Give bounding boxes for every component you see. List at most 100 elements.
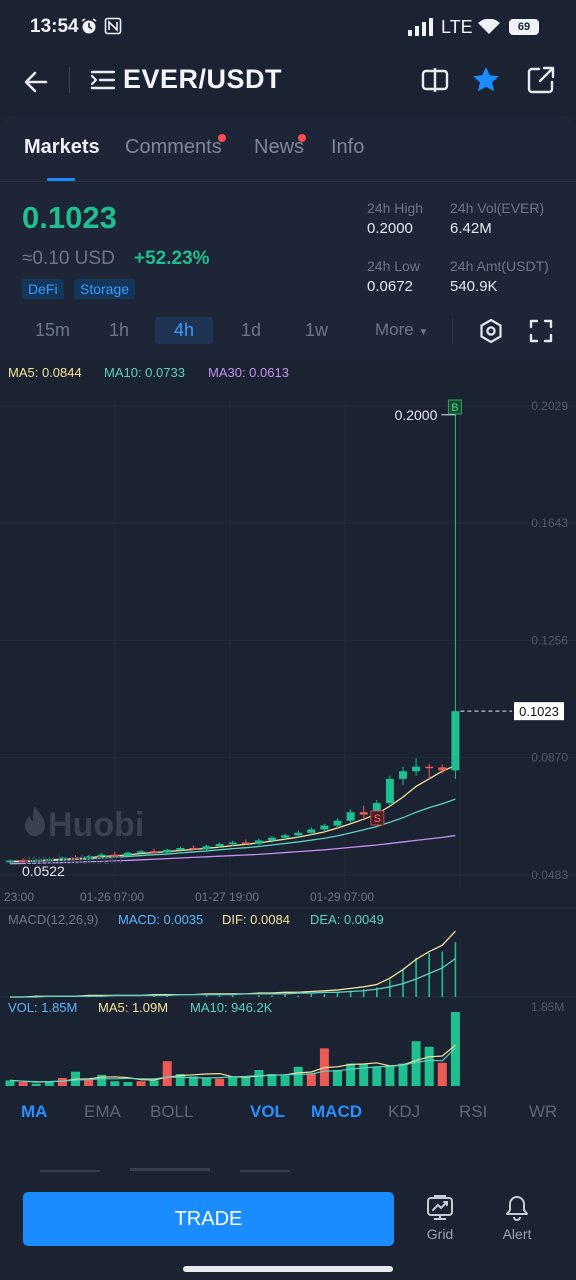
- network-type: LTE: [441, 17, 473, 37]
- indicator-tabs: MA EMA BOLL VOL MACD KDJ RSI WR: [0, 1090, 576, 1134]
- macd-params-legend: MACD(12,26,9): [8, 912, 99, 927]
- interval-divider: [452, 318, 453, 344]
- indicator-macd[interactable]: MACD: [311, 1102, 362, 1121]
- candle-body: [150, 851, 159, 853]
- volume-bar: [359, 1064, 369, 1086]
- candle-body: [71, 857, 80, 860]
- vol-legend: VOL: 1.85M: [8, 1000, 78, 1015]
- indicator-kdj[interactable]: KDJ: [388, 1102, 421, 1121]
- y-tick-label: 0.0483: [531, 868, 568, 882]
- indicator-rsi[interactable]: RSI: [459, 1102, 488, 1121]
- amt-label: 24h Amt(USDT): [450, 258, 549, 274]
- candle-body: [228, 842, 237, 845]
- tag-storage[interactable]: Storage: [74, 279, 136, 299]
- candle-body: [110, 854, 119, 857]
- ma30-line: [9, 834, 456, 865]
- candle-body: [19, 860, 28, 863]
- indicator-ema[interactable]: EMA: [84, 1102, 121, 1121]
- x-tick-label: 01-27 19:00: [195, 890, 259, 904]
- high-value: 0.2000: [367, 220, 413, 237]
- volume-bar: [97, 1074, 107, 1086]
- candle-body: [333, 820, 342, 826]
- wifi-icon: [478, 19, 500, 34]
- volume-bar: [136, 1081, 146, 1086]
- volume-bar: [228, 1076, 238, 1086]
- tab-markets[interactable]: Markets: [24, 136, 100, 158]
- x-tick-label: 23:00: [4, 890, 34, 904]
- vol-axis-max: 1.85M: [531, 1000, 565, 1014]
- volume-bar: [450, 1012, 460, 1086]
- indicator-vol[interactable]: VOL: [250, 1102, 285, 1121]
- x-tick-label: 01-29 07:00: [310, 890, 374, 904]
- interval-15m[interactable]: 15m: [35, 320, 71, 340]
- candle-body: [176, 848, 185, 850]
- alarm-icon: [80, 17, 98, 39]
- candle-body: [359, 812, 368, 815]
- grid-button[interactable]: Grid: [410, 1194, 470, 1242]
- volume-bar: [398, 1063, 408, 1086]
- volume-bar: [57, 1078, 67, 1086]
- vol-value: 6.42M: [450, 220, 492, 237]
- status-bar: 13:54 LTE 69: [0, 0, 576, 56]
- candle-body: [320, 825, 329, 830]
- volume-ma10-line: [9, 1047, 456, 1083]
- alert-label: Alert: [502, 1226, 532, 1242]
- candle-body: [123, 852, 132, 856]
- trade-button[interactable]: TRADE: [23, 1192, 394, 1246]
- candle-body: [438, 767, 447, 771]
- interval-1w[interactable]: 1w: [305, 320, 329, 340]
- menu-list-icon[interactable]: [90, 69, 116, 91]
- volume-bar: [149, 1080, 159, 1086]
- tag-defi[interactable]: DeFi: [22, 279, 64, 299]
- volume-bar: [346, 1063, 356, 1086]
- watermark-url: www.huobi.com: [24, 851, 123, 867]
- faded-content-row: [40, 1168, 290, 1172]
- volume-bar: [175, 1074, 185, 1086]
- sell-marker: [370, 810, 385, 826]
- candle-body: [412, 766, 421, 772]
- more-intervals-button[interactable]: More ▼: [375, 320, 428, 340]
- amt-value: 540.9K: [450, 278, 498, 295]
- sell-marker-label: S: [374, 813, 381, 825]
- macd-value-legend: MACD: 0.0035: [118, 912, 204, 927]
- interval-selector: 15m 1h 4h 1d 1w More ▼: [0, 306, 576, 360]
- back-arrow-icon[interactable]: [20, 66, 52, 98]
- tab-news[interactable]: News: [254, 136, 305, 158]
- volume-bar: [215, 1078, 225, 1086]
- candle-body: [451, 711, 460, 771]
- interval-4h[interactable]: 4h: [174, 320, 195, 340]
- alert-button[interactable]: Alert: [487, 1194, 547, 1242]
- volume-bar: [333, 1070, 342, 1086]
- top-navigation: EVER/USDT: [0, 56, 576, 114]
- volume-bar: [411, 1041, 421, 1086]
- nfc-icon: [104, 17, 122, 39]
- star-icon[interactable]: [471, 65, 501, 95]
- active-interval-highlight: [155, 317, 213, 344]
- indicator-wr[interactable]: WR: [529, 1102, 558, 1121]
- more-label: More: [375, 320, 414, 339]
- current-price-label: 0.1023: [519, 704, 559, 719]
- chart-canvas[interactable]: 0.2029 0.1643 0.1256 0.0870 0.0483 23:00 01-26…: [0, 360, 576, 1090]
- dea-legend: DEA: 0.0049: [310, 912, 384, 927]
- tab-comments[interactable]: Comments: [125, 136, 222, 158]
- candle-body: [58, 857, 67, 860]
- candle-body: [399, 771, 407, 779]
- tab-info[interactable]: Info: [331, 136, 365, 158]
- split-screen-icon[interactable]: [420, 65, 450, 95]
- low-label: 24h Low: [367, 258, 420, 274]
- buy-marker-label: B: [451, 402, 458, 414]
- share-icon[interactable]: [526, 65, 556, 95]
- interval-1d[interactable]: 1d: [241, 320, 262, 340]
- interval-1h[interactable]: 1h: [109, 320, 130, 340]
- macd-dea-line: [10, 958, 456, 998]
- settings-hexagon-icon[interactable]: [478, 318, 504, 344]
- fullscreen-icon[interactable]: [528, 318, 554, 344]
- price-change: +52.23%: [134, 248, 210, 269]
- dif-legend: DIF: 0.0084: [222, 912, 290, 927]
- kline-chart[interactable]: 0.2029 0.1643 0.1256 0.0870 0.0483 23:00 01-26…: [0, 360, 576, 1090]
- volume-bar: [123, 1082, 133, 1086]
- indicator-boll[interactable]: BOLL: [150, 1102, 194, 1121]
- pair-title[interactable]: EVER/USDT: [123, 64, 283, 94]
- nav-divider: [69, 67, 70, 93]
- indicator-ma[interactable]: MA: [21, 1102, 48, 1121]
